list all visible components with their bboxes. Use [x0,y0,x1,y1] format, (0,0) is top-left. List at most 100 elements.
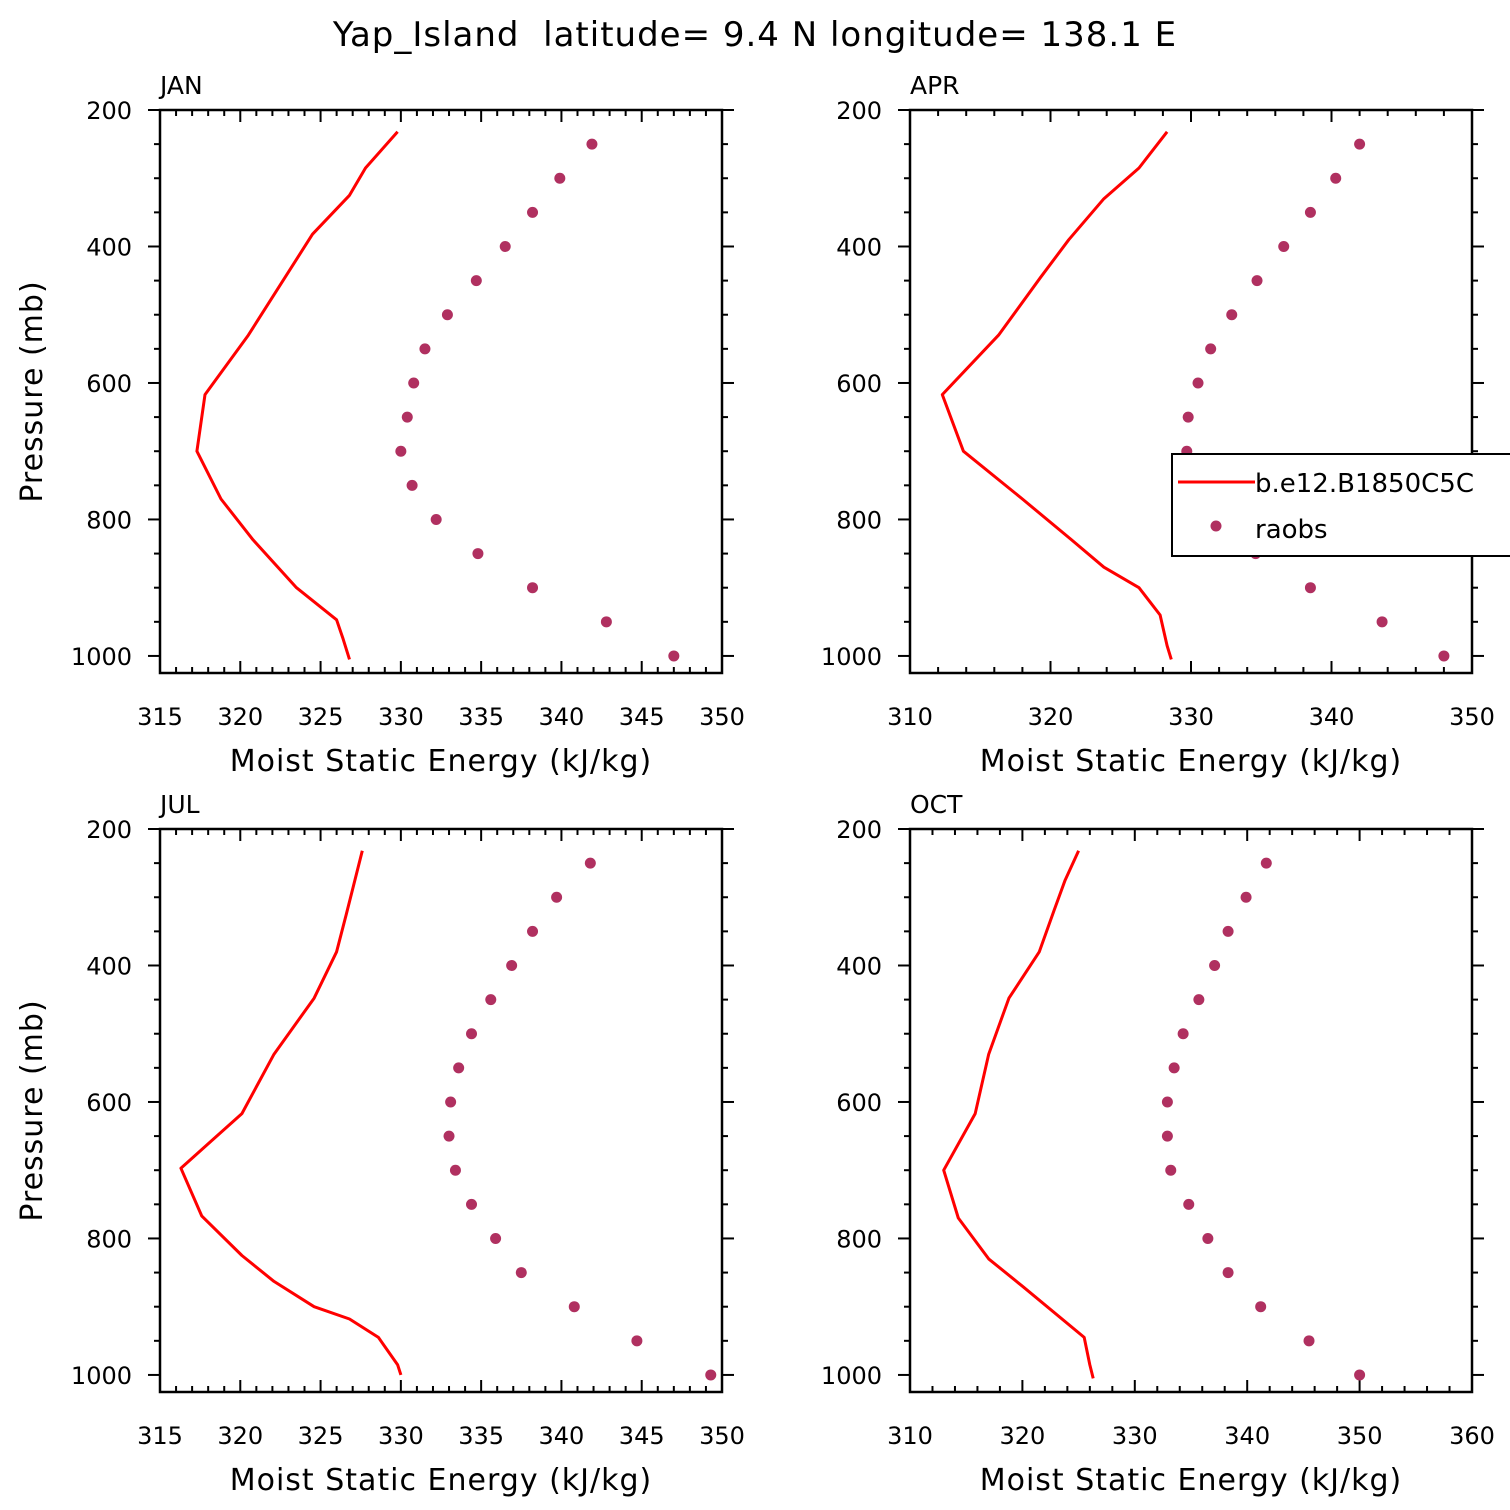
raobs-point [1177,1028,1189,1040]
x-tick-label: 335 [458,703,504,731]
raobs-point [1165,1164,1177,1176]
x-tick-label: 315 [137,703,183,731]
raobs-point [1222,925,1234,937]
raobs-point [705,1369,717,1381]
y-axis-label: Pressure (mb) [15,280,50,502]
raobs-point [408,377,420,389]
raobs-point [554,172,566,184]
plot-frame [908,827,1474,1394]
legend-marker-swatch [1210,520,1222,532]
model-line-series [179,850,403,1376]
x-tick-label: 320 [1028,703,1074,731]
raobs-point [441,309,453,321]
y-axis-label: Pressure (mb) [15,999,50,1221]
panel-oct: OCT 310 320 330 340 350 360 200 400 600 800 1000 Moi… [821,790,1495,1498]
y-tick-label: 400 [836,952,882,980]
raobs-point [470,275,482,287]
figure-title: Yap_Island latitude= 9.4 N longitude= 13… [332,15,1177,55]
raobs-point [1255,1301,1267,1313]
raobs-point [485,994,497,1006]
raobs-point [668,650,680,662]
x-axis-label: Moist Static Energy (kJ/kg) [980,744,1403,779]
legend-label-model: b.e12.B1850C5C [1255,469,1474,499]
raobs-point [584,857,596,869]
x-axis-label: Moist Static Energy (kJ/kg) [980,1463,1403,1498]
x-tick-label: 350 [1337,1422,1383,1450]
raobs-point [1205,343,1217,355]
raobs-point [1193,994,1205,1006]
y-tick-label: 1000 [71,1362,132,1390]
raobs-point [453,1062,465,1074]
raobs-point [1438,650,1450,662]
y-tick-label: 800 [86,1225,132,1253]
raobs-point [1304,582,1316,594]
raobs-point [443,1130,455,1142]
raobs-point [1161,1130,1173,1142]
raobs-point [1240,891,1252,903]
panel-apr: APR 310 320 330 340 350 200 400 600 800 1000 Moist … [821,71,1510,779]
panel-jan: JAN 315 320 325 330 335 340 345 350 200 400 600 800 1… [15,71,745,779]
raobs-point [1192,377,1204,389]
y-tick-label: 600 [836,370,882,398]
raobs-point [527,582,539,594]
raobs-point [1209,959,1221,971]
x-tick-label: 315 [137,1422,183,1450]
y-tick-label: 400 [86,233,132,261]
raobs-point [506,959,518,971]
y-tick-label: 800 [836,506,882,534]
x-tick-label: 330 [1168,703,1214,731]
y-tick-label: 800 [86,506,132,534]
raobs-point [1251,275,1263,287]
raobs-point [600,616,612,628]
panel-label: JUL [158,790,200,819]
raobs-point [1222,1267,1234,1279]
model-line-series [195,130,399,660]
raobs-point [445,1096,457,1108]
panel-label: JAN [158,71,203,100]
raobs-point [515,1267,527,1279]
raobs-point [1260,857,1272,869]
x-tick-label: 345 [619,703,665,731]
x-axis-label: Moist Static Energy (kJ/kg) [230,1463,653,1498]
x-axis-label: Moist Static Energy (kJ/kg) [230,744,653,779]
raobs-point [1202,1232,1214,1244]
raobs-point [466,1028,478,1040]
x-tick-label: 340 [1309,703,1355,731]
x-tick-label: 350 [1449,703,1495,731]
x-tick-label: 340 [539,1422,585,1450]
panel-label: OCT [910,790,963,819]
y-tick-label: 1000 [821,643,882,671]
raobs-point [1183,1198,1195,1210]
raobs-point [1278,240,1290,252]
raobs-point [472,548,484,560]
y-tick-label: 400 [836,233,882,261]
raobs-point [527,925,539,937]
x-tick-label: 330 [378,703,424,731]
x-tick-label: 350 [699,703,745,731]
raobs-point [1168,1062,1180,1074]
raobs-point [466,1198,478,1210]
raobs-point [1376,616,1388,628]
raobs-point [527,206,539,218]
y-tick-label: 200 [86,97,132,125]
raobs-point [395,445,407,457]
y-tick-label: 800 [836,1225,882,1253]
model-line-series [942,850,1095,1379]
x-tick-label: 340 [1224,1422,1270,1450]
plot-frame [158,108,724,675]
raobs-point [1330,172,1342,184]
x-tick-label: 340 [539,703,585,731]
x-tick-label: 310 [887,703,933,731]
y-tick-label: 200 [836,816,882,844]
raobs-point [401,411,413,423]
x-tick-label: 350 [699,1422,745,1450]
y-tick-label: 600 [836,1089,882,1117]
raobs-point [1303,1335,1315,1347]
panel-label: APR [910,71,960,100]
raobs-point [586,138,598,150]
raobs-point [551,891,563,903]
raobs-point [1182,411,1194,423]
x-tick-label: 325 [298,1422,344,1450]
x-tick-label: 330 [378,1422,424,1450]
